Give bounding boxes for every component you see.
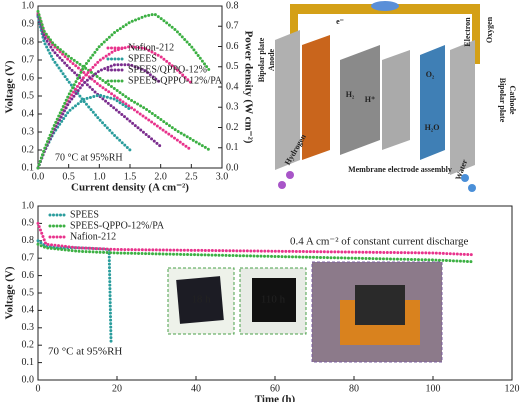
y2-tick-label: 0.5 <box>226 61 239 72</box>
y-axis-label: Voltage (V) <box>4 266 16 319</box>
membrane <box>382 50 410 150</box>
y-tick-label: 0.6 <box>22 270 35 281</box>
x-tick-label: 120 <box>505 383 520 394</box>
annotation: 70 °C at 95%RH <box>55 152 123 163</box>
series-line <box>36 239 113 345</box>
y-tick-label: 0.2 <box>22 144 35 155</box>
x-tick-label: 40 <box>191 383 201 394</box>
x-tick-label: 80 <box>349 383 359 394</box>
diagram-label: O₂ <box>426 70 435 79</box>
y2-tick-label: 0.2 <box>226 122 239 133</box>
car-icon <box>371 1 399 11</box>
x-tick-label: 2.0 <box>154 171 167 182</box>
y-tick-label: 0.2 <box>22 339 35 350</box>
water-molecule <box>468 184 476 192</box>
y2-tick-label: 0.1 <box>226 142 239 153</box>
legend-label: SPEES-QPPO-12%/PA <box>70 220 165 231</box>
y-tick-label: 1.0 <box>22 0 35 11</box>
water-molecule <box>461 174 469 182</box>
y-tick-label: 0.1 <box>22 162 35 173</box>
series-line <box>36 15 132 152</box>
y-tick-label: 0.6 <box>22 72 35 83</box>
cathode-layer <box>420 45 445 160</box>
y2-tick-label: 0.7 <box>226 21 239 32</box>
y-tick-label: 0.9 <box>22 218 35 229</box>
annotation: 70 °C at 95%RH <box>48 346 122 358</box>
fuel-cell-diagram: Bipolar plate Anode Hydrogen Membrane el… <box>257 1 517 192</box>
x-tick-label: 3.0 <box>216 171 229 182</box>
y-tick-label: 0.9 <box>22 18 35 29</box>
y-tick-label: 0.5 <box>22 287 35 298</box>
x-tick-label: 2.5 <box>185 171 198 182</box>
y2-tick-label: 0.6 <box>226 41 239 52</box>
y-axis-label: Voltage (V) <box>4 60 16 113</box>
legend-label: SPEES-QPPO-12%/PA <box>128 75 223 86</box>
x-tick-label: 1.5 <box>124 171 137 182</box>
diagram-label: Bipolar plate <box>257 37 266 82</box>
y-tick-label: 0.3 <box>22 322 35 333</box>
legend-label: Nafion-212 <box>70 231 116 242</box>
y2-tick-label: 0.3 <box>226 102 239 113</box>
diagram-label: Oxygen <box>485 16 494 43</box>
y2-tick-label: 0.0 <box>226 162 239 173</box>
series-line <box>36 242 474 264</box>
y-tick-label: 0.7 <box>22 252 35 263</box>
legend-label: Nafion-212 <box>128 42 174 53</box>
diagram-label: H₂ <box>346 90 355 99</box>
anode-layer <box>302 35 330 160</box>
y-tick-label: 0.0 <box>22 374 35 385</box>
diagram-label: Cathode <box>508 86 517 115</box>
external-circuit <box>472 4 480 64</box>
anode-plate <box>275 30 300 170</box>
x-tick-label: 20 <box>112 383 122 394</box>
hydrogen-molecule <box>286 171 294 179</box>
series-line <box>36 13 163 148</box>
diagram-label: Membrane electrode assembly <box>348 165 452 174</box>
plot-frame <box>37 5 223 169</box>
annotation: 18 h <box>191 294 211 306</box>
y-tick-label: 0.1 <box>22 357 35 368</box>
y-tick-label: 0.5 <box>22 90 35 101</box>
legend-label: SPEES/QPPO-12% <box>128 64 207 75</box>
y2-tick-label: 0.4 <box>226 81 239 92</box>
y2-axis-label: Power density (W cm⁻²) <box>242 31 254 144</box>
diagram-label: H₂O <box>425 123 440 132</box>
membrane-photo <box>252 278 296 322</box>
y2-tick-label: 0.8 <box>226 0 239 11</box>
y-tick-label: 0.4 <box>22 305 35 316</box>
annotation: 110 h <box>261 294 286 306</box>
series-line <box>36 9 212 152</box>
x-tick-label: 0.5 <box>62 171 75 182</box>
hydrogen-molecule <box>278 181 286 189</box>
y-tick-label: 0.4 <box>22 108 35 119</box>
x-tick-label: 1.0 <box>93 171 106 182</box>
legend-label: SPEES <box>70 209 99 220</box>
series-line <box>36 12 212 170</box>
diagram-label: Anode <box>267 48 276 71</box>
legend-label: SPEES <box>128 53 157 64</box>
x-tick-label: 0 <box>36 383 41 394</box>
y-tick-label: 0.8 <box>22 36 35 47</box>
cathode-plate <box>450 40 475 175</box>
y-tick-label: 1.0 <box>22 200 35 211</box>
diagram-label: e⁻ <box>336 17 344 26</box>
membrane <box>340 45 380 155</box>
x-axis-label: Time (h) <box>255 394 296 402</box>
annotation: 0.4 A cm⁻² of constant current discharge <box>290 236 469 248</box>
membrane-photo <box>176 276 224 324</box>
cell-photo <box>355 285 405 325</box>
x-tick-label: 0.0 <box>32 171 45 182</box>
diagram-label: H⁺ <box>365 95 375 104</box>
y-tick-label: 0.3 <box>22 126 35 137</box>
y-tick-label: 0.8 <box>22 235 35 246</box>
y-tick-label: 0.7 <box>22 54 35 65</box>
x-axis-label: Current density (A cm⁻²) <box>71 182 189 194</box>
inset-photos <box>167 261 443 363</box>
x-tick-label: 60 <box>270 383 280 394</box>
diagram-label: Electron <box>463 17 472 47</box>
x-tick-label: 100 <box>426 383 441 394</box>
series-line <box>36 221 474 257</box>
diagram-label: Bipolar plate <box>498 78 507 123</box>
